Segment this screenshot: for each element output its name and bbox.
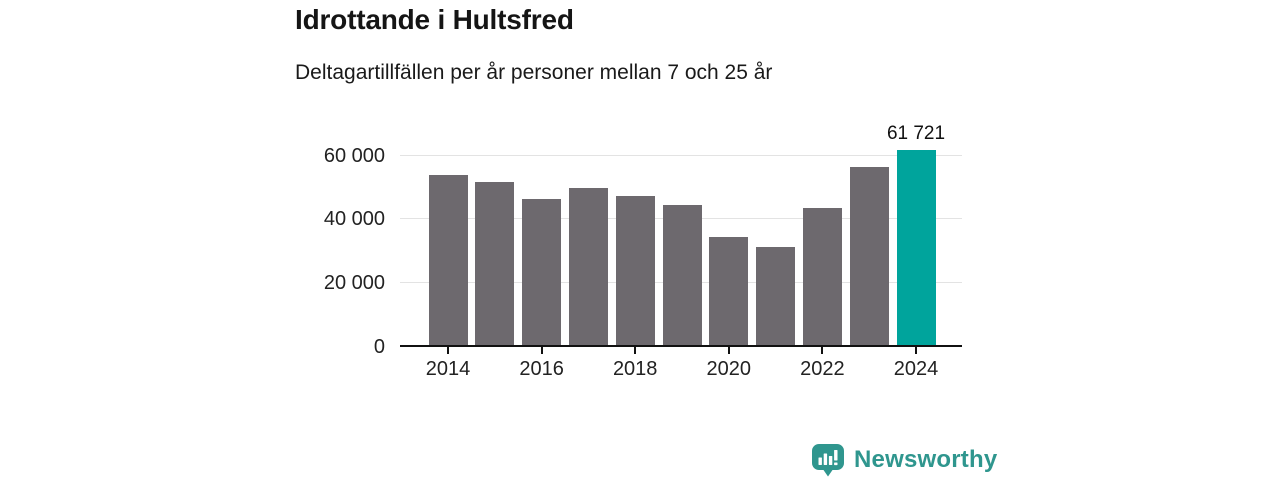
newsworthy-logo: Newsworthy — [811, 443, 997, 477]
x-axis-tick — [821, 347, 824, 354]
x-axis-tick — [727, 347, 730, 354]
x-axis-tick — [915, 347, 917, 354]
bar — [428, 175, 468, 347]
y-tick-label: 60 000 — [323, 144, 385, 167]
bar — [709, 237, 749, 347]
bar — [802, 207, 842, 347]
x-tick-label: 2022 — [800, 358, 845, 380]
y-tick-label: 0 — [373, 336, 385, 358]
y-tick-label: 20 000 — [323, 272, 385, 295]
bar — [568, 187, 608, 347]
x-axis-tick — [447, 347, 449, 354]
x-tick-label: 2024 — [893, 358, 939, 380]
x-axis-line — [400, 345, 962, 347]
x-tick-label: 2018 — [612, 358, 658, 380]
x-tick-label: 2014 — [425, 358, 471, 380]
bar — [662, 205, 702, 347]
y-tick-label: 40 000 — [323, 208, 385, 231]
x-tick-label: 2020 — [706, 358, 752, 380]
newsworthy-logo-icon — [812, 444, 844, 477]
chart-subtitle: Deltagartillfällen per år personer mella… — [295, 61, 773, 84]
bar — [896, 150, 936, 347]
chart-title: Idrottande i Hultsfred — [295, 4, 574, 35]
bar-chart-plot: 0 20 000 40 000 60 000 2014 2016 2018 2020 2022 2… — [324, 100, 962, 380]
x-axis-tick — [634, 347, 637, 354]
bar — [849, 167, 889, 347]
newsworthy-logo-text: Newsworthy — [854, 446, 998, 473]
x-tick-label: 2016 — [519, 358, 564, 380]
bar — [615, 196, 655, 347]
bar-value-label: 61 721 — [886, 123, 946, 145]
bar — [475, 182, 515, 347]
bar — [756, 246, 796, 347]
x-axis-tick — [540, 347, 543, 354]
bar — [522, 199, 562, 347]
gridline — [400, 154, 962, 156]
